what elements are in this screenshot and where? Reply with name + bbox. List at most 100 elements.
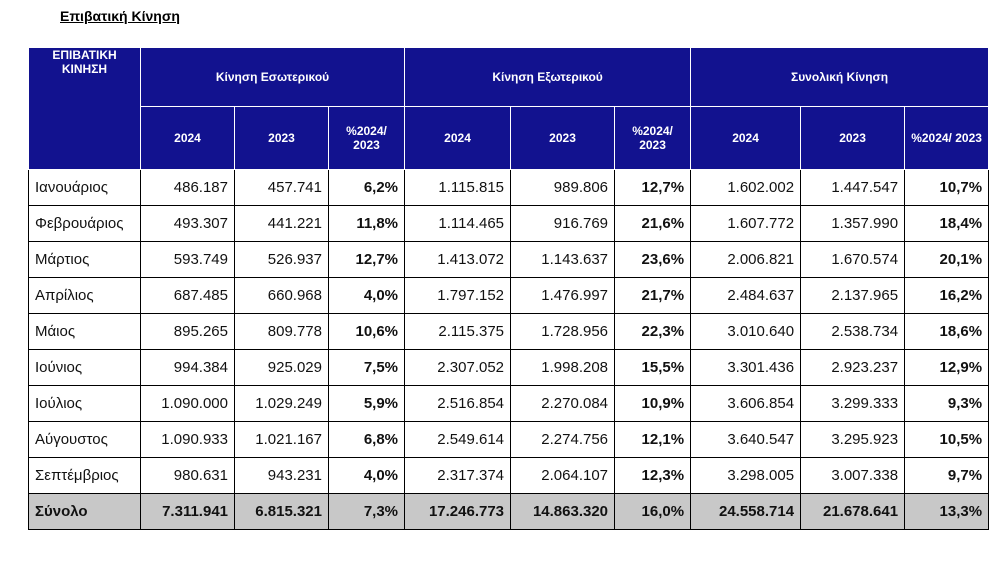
international-2023-cell: 2.270.084 (510, 385, 616, 422)
month-cell: Απρίλιος (28, 277, 141, 314)
international-2023-cell: 916.769 (510, 205, 616, 242)
domestic-2024-cell: 1.090.000 (140, 385, 235, 422)
total-pct-cell: 18,4% (904, 205, 990, 242)
international-2024-cell: 17.246.773 (404, 493, 512, 530)
domestic-2024-cell: 895.265 (140, 313, 235, 350)
total-pct-cell: 12,9% (904, 349, 990, 386)
international-pct-cell: 21,7% (614, 277, 692, 314)
domestic-pct-cell: 12,7% (327, 241, 406, 278)
international-2023-cell: 1.143.637 (510, 241, 616, 278)
total-2024-cell: 2.006.821 (690, 241, 802, 278)
international-pct-cell: 16,0% (614, 493, 692, 530)
international-pct-cell: 12,3% (614, 457, 692, 494)
international-2024-cell: 2.307.052 (404, 349, 512, 386)
col-header-pct-change: %2024/ 2023 (327, 106, 406, 170)
international-pct-cell: 23,6% (614, 241, 692, 278)
domestic-2023-cell: 526.937 (234, 241, 329, 278)
domestic-2024-cell: 493.307 (140, 205, 235, 242)
total-2024-cell: 3.640.547 (690, 421, 802, 458)
domestic-2024-cell: 980.631 (140, 457, 235, 494)
total-pct-cell: 13,3% (904, 493, 990, 530)
total-2023-cell: 21.678.641 (800, 493, 906, 530)
domestic-2023-cell: 943.231 (234, 457, 329, 494)
total-2024-cell: 1.602.002 (690, 169, 802, 206)
month-cell: Ιανουάριος (28, 169, 141, 206)
table-row: Φεβρουάριος 493.307 441.221 11,8% 1.114.465 9… (28, 205, 990, 242)
domestic-2023-cell: 809.778 (234, 313, 329, 350)
total-pct-cell: 20,1% (904, 241, 990, 278)
domestic-pct-cell: 10,6% (327, 313, 406, 350)
month-cell: Ιούνιος (28, 349, 141, 386)
month-cell: Μάιος (28, 313, 141, 350)
col-header-year-2024: 2024 (404, 106, 512, 170)
total-2024-cell: 3.010.640 (690, 313, 802, 350)
international-pct-cell: 12,1% (614, 421, 692, 458)
total-2023-cell: 3.295.923 (800, 421, 906, 458)
total-row: Σύνολο 7.311.941 6.815.321 7,3% 17.246.773 14… (28, 493, 990, 530)
total-2024-cell: 2.484.637 (690, 277, 802, 314)
international-pct-cell: 12,7% (614, 169, 692, 206)
total-2023-cell: 2.923.237 (800, 349, 906, 386)
total-2023-cell: 1.357.990 (800, 205, 906, 242)
domestic-pct-cell: 7,3% (327, 493, 406, 530)
total-pct-cell: 16,2% (904, 277, 990, 314)
group-header-international: Κίνηση Εξωτερικού (404, 47, 692, 107)
domestic-2023-cell: 1.029.249 (234, 385, 329, 422)
table-row: Ιούλιος 1.090.000 1.029.249 5,9% 2.516.854 2.… (28, 385, 990, 422)
month-cell: Σύνολο (28, 493, 141, 530)
total-2023-cell: 1.670.574 (800, 241, 906, 278)
col-header-year-2023: 2023 (234, 106, 329, 170)
international-2024-cell: 1.413.072 (404, 241, 512, 278)
total-2023-cell: 3.299.333 (800, 385, 906, 422)
international-2023-cell: 14.863.320 (510, 493, 616, 530)
total-2024-cell: 24.558.714 (690, 493, 802, 530)
month-cell: Φεβρουάριος (28, 205, 141, 242)
domestic-pct-cell: 7,5% (327, 349, 406, 386)
domestic-2024-cell: 7.311.941 (140, 493, 235, 530)
stub-header: ΕΠΙΒΑΤΙΚΗ ΚΙΝΗΣΗ (28, 47, 141, 170)
international-pct-cell: 22,3% (614, 313, 692, 350)
col-header-year-2023: 2023 (510, 106, 616, 170)
col-header-year-2024: 2024 (690, 106, 802, 170)
col-header-pct-change: %2024/ 2023 (904, 106, 990, 170)
international-2023-cell: 1.728.956 (510, 313, 616, 350)
domestic-2023-cell: 457.741 (234, 169, 329, 206)
table-row: Απρίλιος 687.485 660.968 4,0% 1.797.152 1.476… (28, 277, 990, 314)
domestic-pct-cell: 5,9% (327, 385, 406, 422)
col-header-pct-change: %2024/ 2023 (614, 106, 692, 170)
total-2024-cell: 3.301.436 (690, 349, 802, 386)
international-2024-cell: 2.115.375 (404, 313, 512, 350)
month-cell: Μάρτιος (28, 241, 141, 278)
total-2023-cell: 2.538.734 (800, 313, 906, 350)
total-pct-cell: 9,3% (904, 385, 990, 422)
table-row: Ιούνιος 994.384 925.029 7,5% 2.307.052 1.998.… (28, 349, 990, 386)
international-pct-cell: 10,9% (614, 385, 692, 422)
domestic-pct-cell: 6,8% (327, 421, 406, 458)
group-header-total: Συνολική Κίνηση (690, 47, 990, 107)
domestic-pct-cell: 4,0% (327, 277, 406, 314)
domestic-pct-cell: 4,0% (327, 457, 406, 494)
month-cell: Σεπτέμβριος (28, 457, 141, 494)
total-2023-cell: 1.447.547 (800, 169, 906, 206)
domestic-pct-cell: 11,8% (327, 205, 406, 242)
table-row: Σεπτέμβριος 980.631 943.231 4,0% 2.317.374 2.… (28, 457, 990, 494)
domestic-pct-cell: 6,2% (327, 169, 406, 206)
table-row: Μάρτιος 593.749 526.937 12,7% 1.413.072 1.143… (28, 241, 990, 278)
international-2024-cell: 2.549.614 (404, 421, 512, 458)
international-2023-cell: 2.064.107 (510, 457, 616, 494)
total-2023-cell: 3.007.338 (800, 457, 906, 494)
total-2024-cell: 3.298.005 (690, 457, 802, 494)
international-2024-cell: 1.115.815 (404, 169, 512, 206)
international-2024-cell: 1.797.152 (404, 277, 512, 314)
international-2024-cell: 1.114.465 (404, 205, 512, 242)
international-pct-cell: 21,6% (614, 205, 692, 242)
international-2024-cell: 2.317.374 (404, 457, 512, 494)
domestic-2024-cell: 486.187 (140, 169, 235, 206)
total-pct-cell: 9,7% (904, 457, 990, 494)
international-2023-cell: 1.998.208 (510, 349, 616, 386)
total-2024-cell: 1.607.772 (690, 205, 802, 242)
total-pct-cell: 10,5% (904, 421, 990, 458)
month-cell: Αύγουστος (28, 421, 141, 458)
domestic-2024-cell: 994.384 (140, 349, 235, 386)
table-row: Αύγουστος 1.090.933 1.021.167 6,8% 2.549.614… (28, 421, 990, 458)
